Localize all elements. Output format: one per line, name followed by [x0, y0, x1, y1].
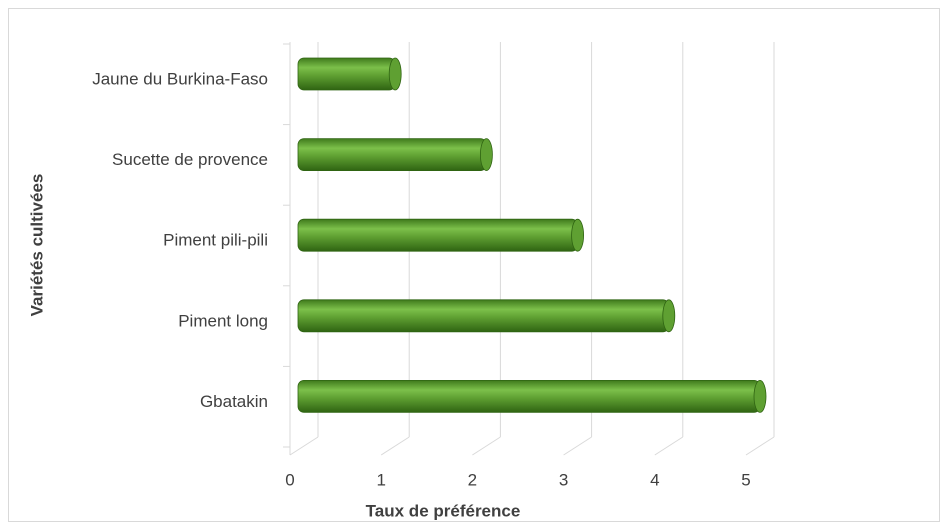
bar-cap [662, 299, 676, 333]
x-tick-label: 2 [468, 470, 477, 489]
chart-border [8, 8, 940, 522]
y-tick-label: Gbatakin [200, 392, 268, 411]
x-tick-label: 3 [559, 470, 568, 489]
x-axis-title: Taux de préférence [366, 501, 521, 520]
y-tick-label: Piment long [178, 311, 268, 330]
y-tick-label: Jaune du Burkina-Faso [92, 69, 268, 88]
y-tick-label: Sucette de provence [112, 150, 268, 169]
bar [297, 57, 396, 91]
x-tick-label: 1 [376, 470, 385, 489]
bar-cap [388, 57, 402, 91]
bar [297, 379, 761, 413]
y-axis-title: Variétés cultivées [27, 174, 46, 317]
bar-cap [571, 218, 584, 252]
floor-grid-line [380, 436, 410, 456]
y-tick-label: Piment pili-pili [163, 231, 268, 250]
x-tick-label: 5 [741, 470, 750, 489]
floor-grid-line [472, 436, 501, 456]
bar [297, 218, 579, 252]
floor-grid-line [654, 436, 684, 456]
floor-grid-line [289, 436, 319, 456]
floor-grid-line [745, 436, 775, 456]
x-tick-label: 0 [285, 470, 294, 489]
bar [297, 299, 670, 333]
bar-cap [479, 138, 493, 172]
bar [297, 138, 487, 172]
floor-grid-line [563, 436, 592, 456]
x-tick-label: 4 [650, 470, 659, 489]
bar-cap [753, 379, 767, 413]
